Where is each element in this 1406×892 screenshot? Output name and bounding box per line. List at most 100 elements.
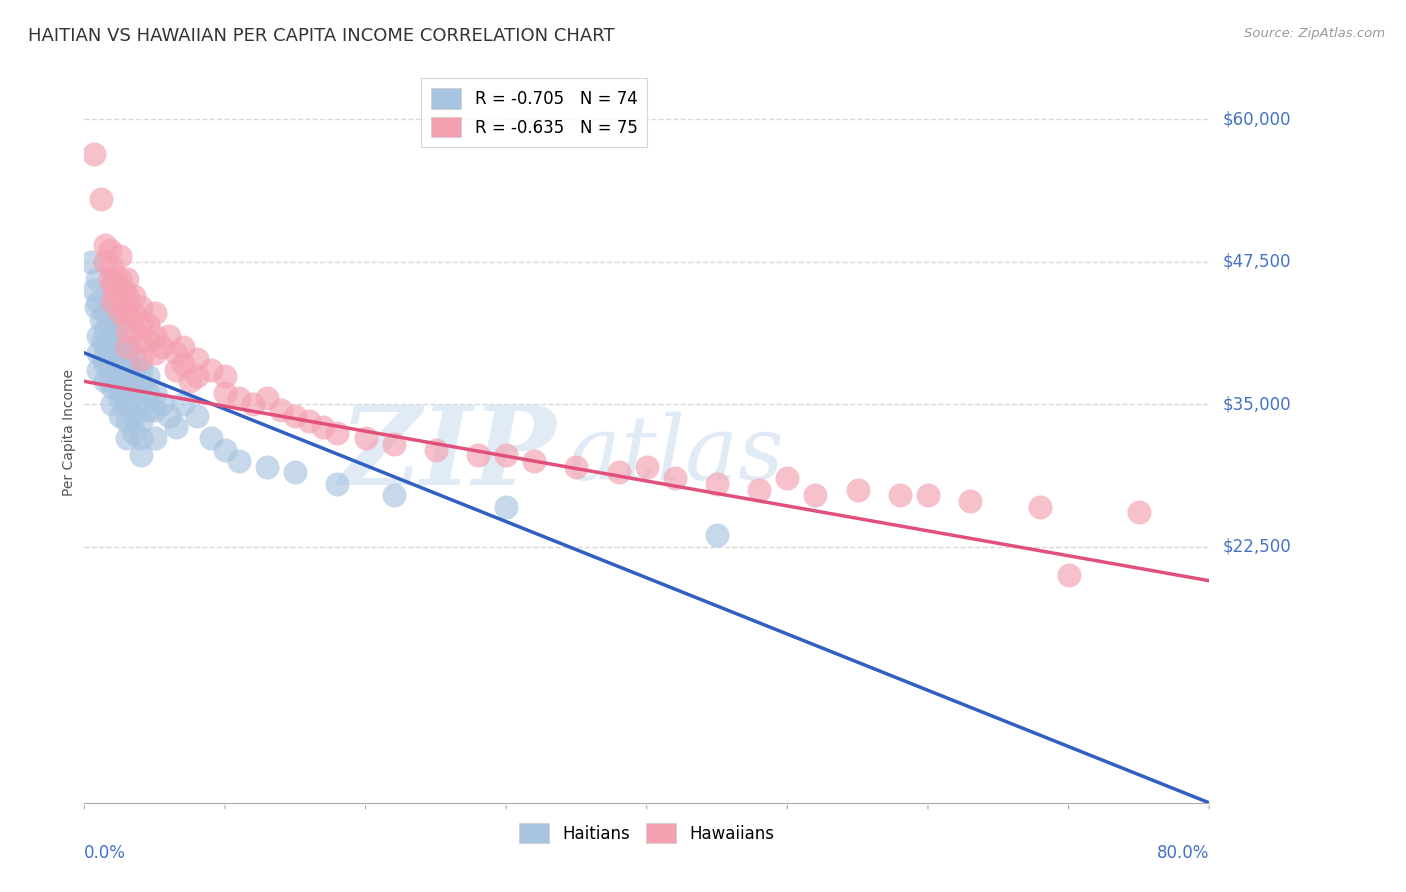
Text: $35,000: $35,000 — [1223, 395, 1292, 413]
Point — [115, 306, 138, 320]
Text: $47,500: $47,500 — [1223, 252, 1292, 271]
Point — [425, 442, 447, 457]
Point — [523, 454, 546, 468]
Point — [186, 368, 208, 383]
Text: 0.0%: 0.0% — [84, 844, 127, 862]
Point — [846, 483, 869, 497]
Point — [115, 340, 138, 354]
Point — [122, 409, 145, 423]
Point — [157, 328, 180, 343]
Point — [172, 340, 194, 354]
Point — [136, 334, 159, 349]
Point — [122, 385, 145, 400]
Point — [664, 471, 686, 485]
Point — [108, 289, 131, 303]
Point — [101, 294, 124, 309]
Point — [129, 351, 152, 366]
Point — [129, 414, 152, 428]
Point — [889, 488, 911, 502]
Point — [284, 409, 307, 423]
Point — [495, 500, 517, 514]
Point — [87, 346, 110, 360]
Point — [143, 402, 166, 417]
Point — [122, 306, 145, 320]
Point — [284, 466, 307, 480]
Point — [94, 254, 117, 268]
Point — [186, 351, 208, 366]
Point — [115, 380, 138, 394]
Point — [242, 397, 264, 411]
Point — [214, 442, 236, 457]
Point — [87, 328, 110, 343]
Text: 80.0%: 80.0% — [1157, 844, 1209, 862]
Point — [94, 357, 117, 371]
Point — [129, 363, 152, 377]
Point — [108, 272, 131, 286]
Point — [108, 375, 131, 389]
Point — [115, 431, 138, 445]
Legend: Haitians, Hawaiians: Haitians, Hawaiians — [512, 816, 782, 850]
Point — [104, 289, 127, 303]
Point — [98, 318, 121, 332]
Point — [256, 392, 278, 406]
Point — [150, 340, 173, 354]
Point — [136, 402, 159, 417]
Point — [776, 471, 799, 485]
Point — [101, 328, 124, 343]
Point — [108, 392, 131, 406]
Point — [157, 409, 180, 423]
Point — [256, 459, 278, 474]
Point — [354, 431, 377, 445]
Point — [93, 351, 115, 366]
Point — [86, 272, 108, 286]
Point — [382, 437, 405, 451]
Point — [200, 363, 222, 377]
Point — [917, 488, 939, 502]
Point — [136, 318, 159, 332]
Point — [115, 363, 138, 377]
Point — [143, 346, 166, 360]
Point — [80, 254, 103, 268]
Point — [748, 483, 770, 497]
Point — [122, 425, 145, 440]
Point — [143, 306, 166, 320]
Text: HAITIAN VS HAWAIIAN PER CAPITA INCOME CORRELATION CHART: HAITIAN VS HAWAIIAN PER CAPITA INCOME CO… — [28, 27, 614, 45]
Point — [83, 146, 105, 161]
Text: Source: ZipAtlas.com: Source: ZipAtlas.com — [1244, 27, 1385, 40]
Point — [228, 392, 250, 406]
Point — [129, 318, 152, 332]
Point — [90, 192, 112, 206]
Point — [104, 272, 127, 286]
Point — [115, 340, 138, 354]
Point — [382, 488, 405, 502]
Point — [706, 476, 728, 491]
Point — [84, 301, 107, 315]
Point — [298, 414, 321, 428]
Point — [179, 375, 201, 389]
Point — [136, 385, 159, 400]
Point — [143, 385, 166, 400]
Point — [115, 323, 138, 337]
Point — [112, 301, 135, 315]
Point — [98, 375, 121, 389]
Point — [122, 289, 145, 303]
Point — [150, 397, 173, 411]
Point — [101, 346, 124, 360]
Point — [214, 385, 236, 400]
Point — [228, 454, 250, 468]
Point — [87, 294, 110, 309]
Point — [94, 237, 117, 252]
Point — [101, 277, 124, 292]
Point — [108, 249, 131, 263]
Point — [104, 340, 127, 354]
Point — [143, 431, 166, 445]
Point — [98, 357, 121, 371]
Point — [94, 340, 117, 354]
Point — [706, 528, 728, 542]
Point — [1029, 500, 1052, 514]
Point — [143, 328, 166, 343]
Point — [115, 272, 138, 286]
Point — [1128, 505, 1150, 519]
Point — [136, 368, 159, 383]
Point — [467, 449, 489, 463]
